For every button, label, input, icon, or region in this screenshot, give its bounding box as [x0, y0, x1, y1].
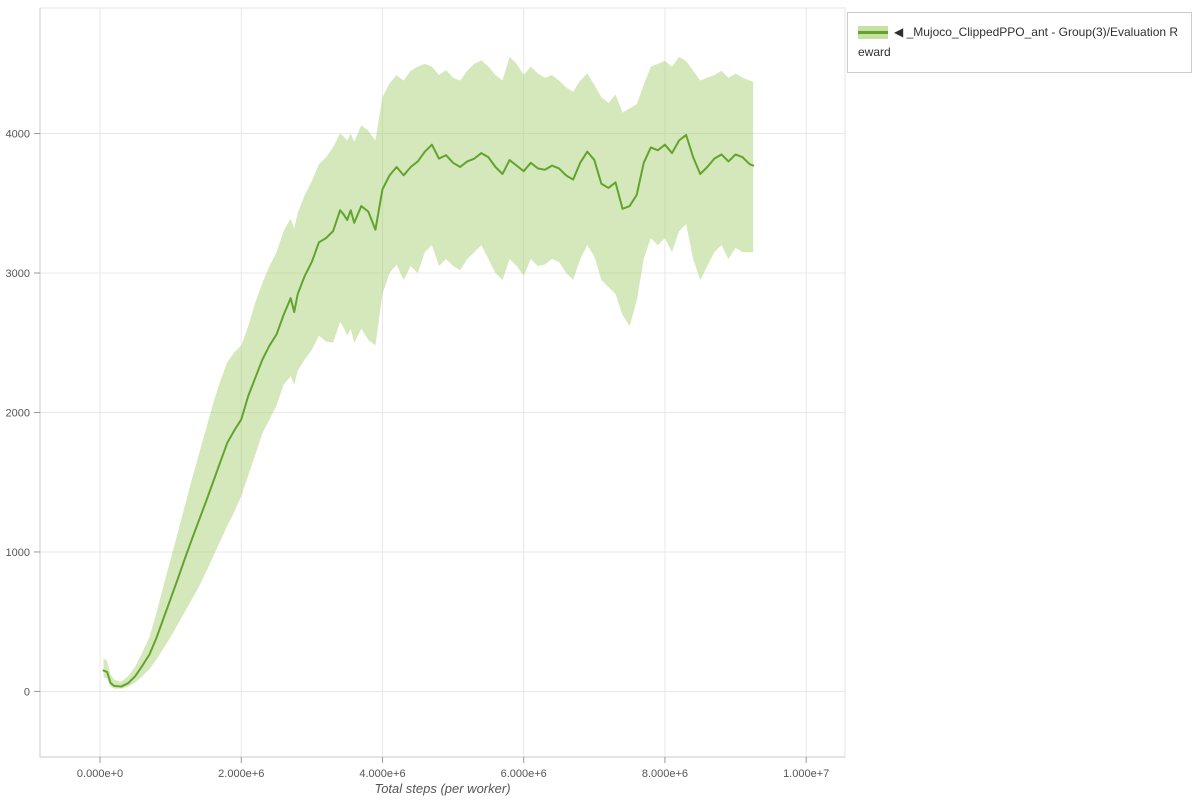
- confidence-band: [103, 56, 754, 689]
- x-tick-label: 8.000e+6: [642, 768, 688, 780]
- legend-label: ◀ _Mujoco_ClippedPPO_ant - Group(3)/Eval…: [858, 25, 1179, 60]
- x-axis-label: Total steps (per worker): [374, 781, 511, 796]
- x-tick-label: 0.000e+0: [77, 768, 123, 780]
- plot-area: [39, 7, 846, 758]
- mean-line: [102, 133, 755, 688]
- legend-swatch-line: [858, 31, 888, 35]
- x-tick-label: 4.000e+6: [359, 768, 405, 780]
- y-tick-label: 1000: [6, 547, 30, 559]
- x-tick-label: 6.000e+6: [501, 768, 547, 780]
- y-tick-label: 0: [24, 686, 30, 698]
- y-tick-label: 3000: [6, 268, 30, 280]
- x-tick-label: 1.000e+7: [783, 768, 829, 780]
- legend-swatch-band: [858, 26, 888, 40]
- y-tick-label: 2000: [6, 407, 30, 419]
- legend[interactable]: ◀ _Mujoco_ClippedPPO_ant - Group(3)/Eval…: [847, 12, 1192, 73]
- x-tick-label: 2.000e+6: [218, 768, 264, 780]
- y-tick-label: 4000: [6, 129, 30, 141]
